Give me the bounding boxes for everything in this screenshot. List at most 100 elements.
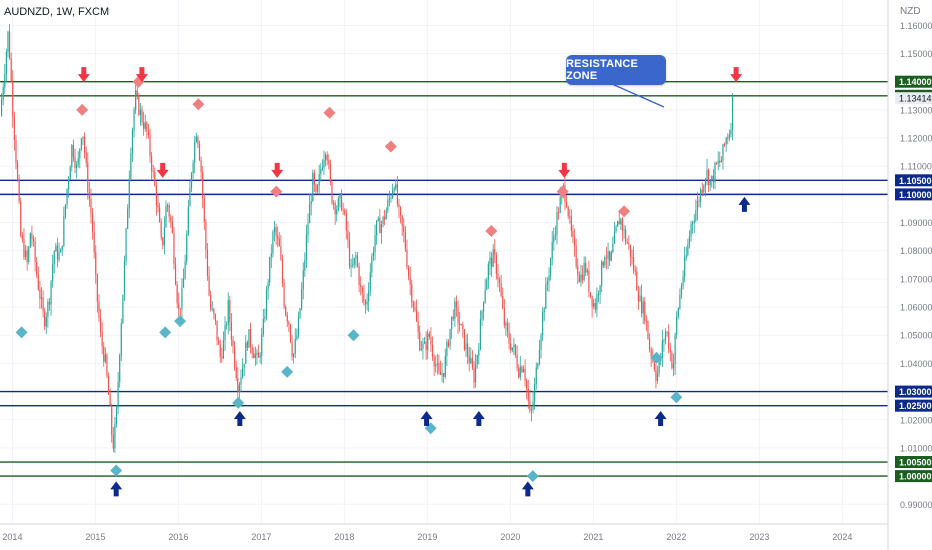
candle-body [396, 184, 398, 205]
time-tick-label: 2021 [583, 532, 603, 542]
candle-body [13, 116, 15, 140]
candle-body [127, 208, 129, 229]
candle-body [348, 240, 351, 267]
candle-body [31, 233, 33, 239]
zone-price-label: 1.00000 [899, 472, 932, 482]
candle-body [578, 274, 580, 283]
currency-unit-label: NZD [900, 6, 921, 17]
candle-body [8, 31, 11, 59]
candle-body [572, 230, 574, 237]
candle-body [419, 332, 421, 350]
candle-body [77, 158, 79, 165]
price-tick-label: 1.01000 [900, 443, 932, 453]
price-tick-label: 1.09000 [900, 218, 932, 228]
candle-body [422, 343, 424, 349]
candle-body [206, 249, 209, 276]
candle-body [708, 170, 710, 186]
candle-body [475, 364, 477, 383]
candle-body [170, 216, 172, 222]
candle-body [112, 435, 114, 449]
pivot-low-diamond [347, 329, 360, 342]
zone-price-tag [895, 470, 932, 483]
candle-body [704, 179, 707, 186]
candle-body [368, 291, 370, 302]
candlestick-series [0, 24, 734, 454]
candle-body [139, 109, 142, 115]
buy-arrow-up-icon [110, 481, 123, 497]
candle-body [45, 316, 47, 327]
candle-body [285, 306, 287, 315]
candle-body [321, 167, 323, 170]
plot-area [0, 0, 888, 524]
candle-body [353, 257, 355, 265]
candle-body [650, 349, 652, 357]
candle-body [342, 209, 344, 211]
candle-body [513, 344, 515, 348]
candle-body [79, 149, 81, 159]
candle-body [465, 343, 467, 350]
pivot-low-diamond [110, 464, 123, 477]
candle-body [200, 160, 202, 173]
candle-body [265, 289, 268, 317]
candle-body [420, 348, 422, 350]
candle-body [636, 271, 638, 291]
candle-body [72, 144, 75, 158]
candle-body [278, 238, 280, 247]
candle-body [548, 275, 550, 282]
candle-body [398, 204, 400, 208]
price-tick-label: 1.12000 [900, 134, 932, 144]
candle-body [182, 278, 185, 288]
pivot-low-diamond [670, 391, 683, 404]
candle-body [629, 244, 632, 258]
candle-body [326, 154, 328, 161]
candle-body [320, 169, 322, 174]
candle-body [32, 238, 35, 242]
candle-body [730, 129, 732, 135]
buy-arrow-up-icon [521, 481, 534, 497]
candle-body [143, 122, 145, 129]
candle-body [192, 162, 194, 174]
candle-body [76, 164, 78, 168]
pivot-high-diamond [384, 140, 397, 153]
candle-body [680, 285, 683, 295]
candle-body [380, 224, 383, 234]
zone-price-tag [895, 75, 932, 88]
candle-body [154, 171, 156, 186]
candle-body [350, 265, 352, 267]
candle-body [277, 235, 279, 239]
pivot-low-diamond [174, 315, 187, 328]
candle-body [633, 257, 635, 270]
pivot-low-diamond [159, 326, 172, 339]
candle-body [435, 364, 437, 367]
candle-body [524, 368, 526, 381]
candle-body [700, 189, 702, 202]
candle-body [301, 289, 303, 309]
candle-body [275, 227, 277, 236]
candle-body [690, 223, 692, 237]
candle-body [249, 329, 252, 347]
candle-body [626, 241, 628, 244]
buy-arrow-up-icon [233, 410, 246, 426]
candle-body [28, 247, 30, 262]
candle-body [537, 363, 539, 368]
candle-body [617, 221, 619, 227]
sell-arrow-down-icon [156, 162, 169, 178]
candle-body [146, 122, 148, 131]
candle-body [526, 380, 528, 389]
pivot-low-diamond [526, 470, 539, 483]
candle-body [447, 341, 450, 346]
candle-body [251, 346, 253, 354]
candle-body [115, 407, 118, 424]
candle-body [612, 244, 614, 253]
candle-body [510, 343, 512, 351]
candle-body [648, 338, 651, 350]
candle-body [131, 130, 134, 154]
candle-body [34, 241, 36, 262]
candle-body [190, 173, 193, 189]
candle-body [166, 204, 169, 207]
candle-body [44, 311, 46, 327]
candle-body [631, 257, 633, 259]
candle-body [719, 160, 721, 163]
buy-arrow-up-icon [654, 410, 667, 426]
